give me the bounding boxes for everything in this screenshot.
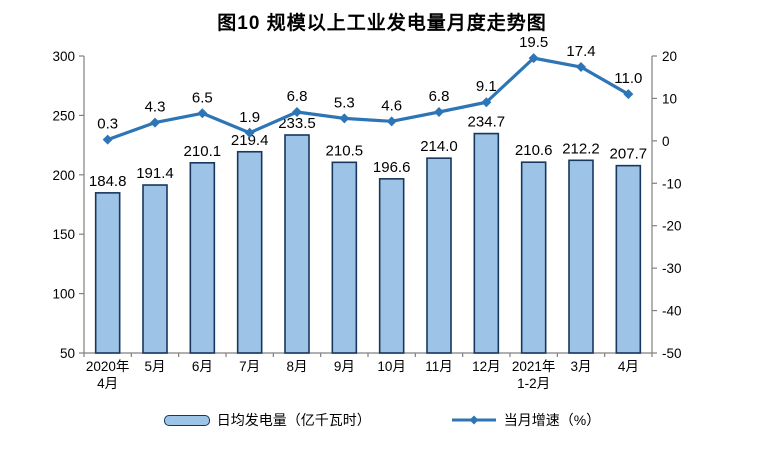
left-axis-tick-label: 250: [52, 108, 75, 123]
bar-value-label: 210.1: [184, 143, 222, 160]
right-axis-tick-label: -30: [662, 261, 682, 276]
bar-value-label: 219.4: [231, 132, 269, 149]
bar: [473, 132, 500, 354]
line-value-label: 9.1: [476, 78, 497, 95]
legend-item-bar-series: 日均发电量（亿千瓦时）: [163, 410, 371, 430]
chart-legend: 日均发电量（亿千瓦时） 当月增速（%）: [0, 410, 764, 430]
right-axis-tick-label: 10: [662, 91, 677, 106]
x-axis-label: 10月: [377, 359, 406, 374]
bar: [189, 162, 216, 354]
line-value-label: 6.8: [287, 88, 308, 105]
x-axis-label: 2021年: [512, 359, 556, 374]
right-axis-tick-label: 0: [662, 134, 670, 149]
x-axis-label: 9月: [334, 359, 355, 374]
line-value-label: 11.0: [614, 70, 642, 87]
x-axis-label: 6月: [192, 359, 213, 374]
bar: [378, 178, 405, 354]
legend-item-line-series: 当月增速（%）: [451, 410, 600, 430]
bar: [520, 161, 547, 354]
x-axis-label: 7月: [239, 359, 260, 374]
right-axis-tick-label: -10: [662, 176, 682, 191]
bar: [426, 157, 452, 354]
line-value-label: 19.5: [519, 34, 548, 51]
x-axis-label: 4月: [618, 359, 639, 374]
bar: [94, 192, 121, 354]
line-marker-icon: [339, 113, 350, 124]
bar: [568, 159, 594, 354]
left-axis-tick-label: 300: [52, 49, 75, 64]
right-axis-tick-label: -50: [662, 346, 682, 361]
line-marker-icon: [386, 116, 397, 127]
bar-value-label: 207.7: [610, 146, 648, 163]
line-marker-icon: [434, 107, 444, 118]
line-marker-icon: [244, 127, 255, 138]
line-marker-icon: [150, 117, 160, 128]
x-axis-label: 2020年: [86, 359, 130, 374]
bar-value-label: 233.5: [278, 115, 316, 132]
line-marker-icon: [197, 108, 208, 119]
x-axis-label: 11月: [425, 359, 453, 374]
line-marker-icon: [481, 97, 492, 108]
line-value-label: 5.3: [334, 94, 355, 111]
x-axis-label: 1-2月: [517, 376, 550, 391]
line-value-label: 4.6: [381, 97, 402, 114]
line-value-label: 6.5: [192, 89, 213, 106]
x-axis-label: 5月: [144, 359, 165, 374]
line-value-label: 4.3: [145, 99, 166, 116]
line-value-label: 6.8: [429, 88, 450, 105]
line-value-label: 0.3: [97, 116, 118, 133]
x-axis-label: 3月: [570, 359, 591, 374]
line-value-label: 17.4: [566, 43, 595, 60]
bar-value-label: 191.4: [136, 165, 174, 182]
bar-value-label: 214.0: [420, 138, 458, 155]
x-axis-label: 8月: [286, 359, 307, 374]
bar-value-label: 210.6: [515, 142, 553, 159]
bar-value-label: 184.8: [89, 173, 127, 190]
x-axis-label: 12月: [472, 359, 501, 374]
line-swatch-shape: [469, 415, 479, 425]
bar: [142, 184, 168, 354]
bar: [236, 150, 263, 354]
chart-title: 图10 规模以上工业发电量月度走势图: [217, 13, 547, 34]
right-axis-tick-label: 20: [662, 49, 677, 64]
x-axis-label: 4月: [97, 376, 118, 391]
bar-value-label: 196.6: [373, 159, 411, 176]
line-marker-icon: [623, 89, 634, 100]
bar-value-label: 212.2: [562, 140, 600, 157]
growth-line: [106, 56, 630, 142]
bar-value-label: 210.5: [326, 142, 364, 159]
line-series-swatch-icon: [451, 415, 496, 425]
line-marker-icon: [102, 134, 113, 145]
right-axis-tick-label: -40: [662, 304, 682, 319]
bar-series-label: 日均发电量（亿千瓦时）: [216, 412, 371, 428]
line-series-label: 当月增速（%）: [503, 412, 601, 428]
bar: [284, 134, 310, 354]
line-value-label: 1.9: [239, 109, 260, 126]
left-axis-tick-label: 50: [60, 346, 75, 361]
left-axis-tick-label: 200: [52, 168, 75, 183]
line-marker-icon: [528, 53, 539, 64]
right-axis-tick-label: -20: [662, 219, 682, 234]
left-axis-tick-label: 100: [52, 287, 75, 302]
bar-value-label: 234.7: [468, 114, 506, 131]
line-marker-icon: [576, 62, 586, 73]
bar: [615, 164, 642, 354]
line-marker-icon: [292, 107, 302, 118]
bar: [331, 161, 358, 354]
left-axis-tick-label: 150: [52, 227, 75, 242]
bar-series-swatch-icon: [163, 414, 210, 426]
